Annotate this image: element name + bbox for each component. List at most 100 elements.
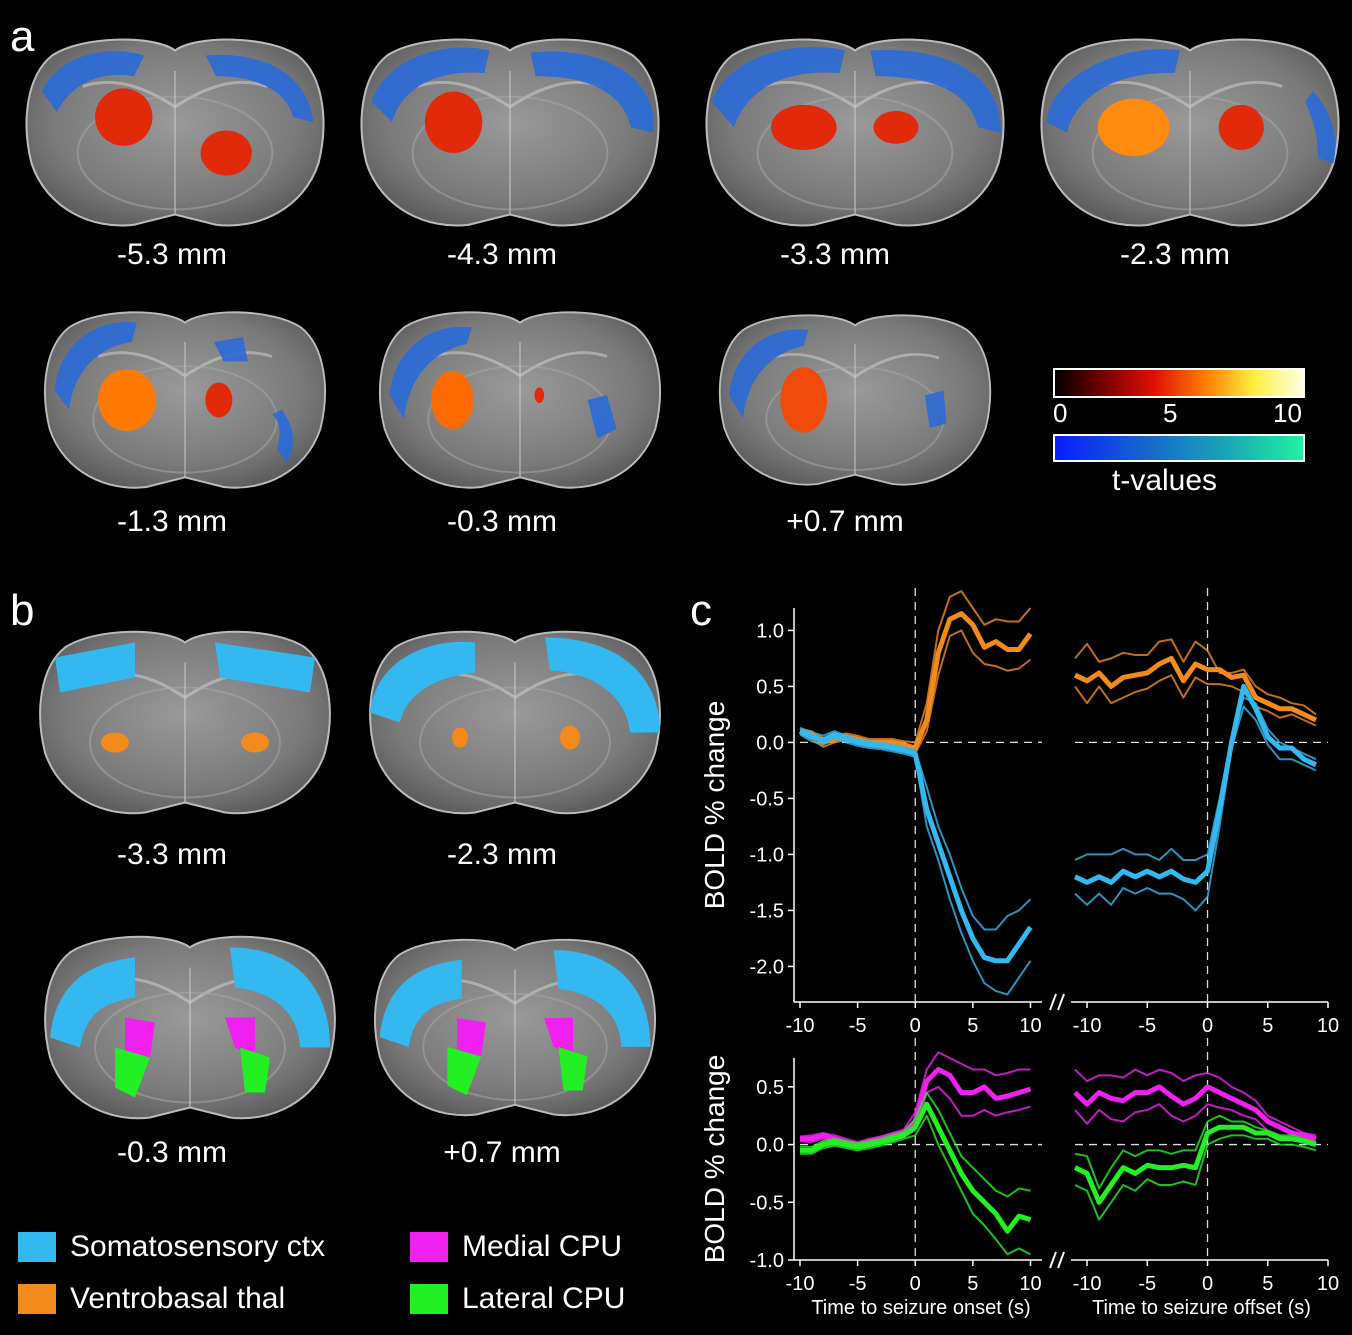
series-0-onset-upper [799,1051,1031,1144]
slice-a-plus-0-7 [715,300,995,500]
y-tick-label: -0.5 [750,788,784,810]
slice-a-minus-3-3 [700,30,1010,235]
y-tick-label: 0.0 [756,732,784,754]
y-axis-label: BOLD % change [699,701,730,910]
series-1-offset-mean [1073,1124,1317,1205]
slice-label-b3: -0.3 mm [116,1136,227,1169]
x-tick-label: 0 [1202,1015,1213,1037]
legend-swatch-ventrobasal [18,1284,56,1314]
legend-somatosensory: Somatosensory ctx [18,1230,325,1264]
series-1-offset-lower [1074,1134,1317,1221]
x-tick-label: -5 [1138,1015,1156,1037]
colorbar-hot [1053,368,1305,398]
x-tick-label: 10 [1019,1273,1041,1295]
slice-label-a5: -1.3 mm [116,505,227,538]
axis-break [1057,1251,1065,1269]
y-tick-label: 1.0 [756,620,784,642]
legend-label-lateral-cpu: Lateral CPU [462,1282,626,1315]
series-0-offset-upper [1074,1068,1317,1137]
x-axis-label-onset: Time to seizure onset (s) [811,1297,1030,1319]
slice-a-minus-5-3 [20,30,330,235]
x-tick-label: -5 [849,1273,867,1295]
y-tick-label: -2.0 [750,956,784,978]
y-tick-label: -1.5 [750,900,784,922]
legend-label-somatosensory: Somatosensory ctx [70,1230,326,1263]
series-0-offset-mean [1073,655,1318,723]
colorbar-tick-10: 10 [1273,398,1302,428]
slice-label-a4: -2.3 mm [1119,238,1230,271]
panel-label-a: a [10,12,35,61]
slice-a-minus-1-3 [40,300,330,500]
slice-label-a3: -3.3 mm [779,238,890,271]
x-axis-label-offset: Time to seizure offset (s) [1092,1297,1311,1319]
y-tick-label: 0.5 [756,676,784,698]
x-tick-label: 5 [967,1273,978,1295]
x-tick-label: -10 [1073,1015,1102,1037]
slice-a-minus-4-3 [355,30,665,235]
legend-swatch-medial-cpu [410,1232,448,1262]
series-1-offset-upper [1074,696,1317,861]
legend-ventrobasal: Ventrobasal thal [18,1282,285,1316]
x-tick-label: -10 [786,1015,815,1037]
slice-label-b2: -2.3 mm [446,838,557,871]
slice-label-b4: +0.7 mm [443,1136,561,1169]
legend-lateral-cpu: Lateral CPU [410,1282,625,1316]
series-1-onset-upper [799,726,1032,931]
series-1-onset-mean [800,1101,1032,1234]
slice-a-minus-0-3 [375,300,665,500]
series-1-onset-upper [800,1091,1031,1198]
y-axis-label: BOLD % change [699,1055,730,1264]
slice-b-plus-0-7 [370,920,660,1135]
plot-c-top: 1.0 0.5 0.0 -0.5 -1.0 -1.5 -2.0 -10 -5 0 5 10 -10 -5 0… [699,588,1339,1037]
x-tick-label: 5 [1262,1015,1273,1037]
series-0-offset-mean [1073,1084,1317,1142]
slice-b-minus-3-3 [35,615,335,830]
series-0-offset-lower [1074,674,1317,727]
x-tick-label: 10 [1019,1015,1041,1037]
series-0-offset-upper [1074,638,1317,716]
legend-label-ventrobasal: Ventrobasal thal [70,1282,286,1315]
x-tick-label: 5 [967,1015,978,1037]
slice-label-b1: -3.3 mm [116,838,227,871]
y-tick-label: -1.0 [750,844,784,866]
x-tick-label: -10 [786,1273,815,1295]
x-tick-label: -5 [1138,1273,1156,1295]
series-1-onset-mean [798,728,1033,964]
colorbar-label: t-values [1112,464,1218,497]
slice-label-a7: +0.7 mm [786,505,904,538]
slice-label-a1: -5.3 mm [116,238,227,271]
y-tick-label: -1.0 [750,1250,784,1272]
series-1-offset-mean [1073,683,1318,885]
series-1-onset-lower [800,1114,1031,1256]
slice-a-minus-2-3 [1035,30,1345,235]
colorbar-tick-5: 5 [1163,398,1178,428]
legend-medial-cpu: Medial CPU [410,1230,622,1264]
x-tick-label: 10 [1317,1273,1339,1295]
legend-label-medial-cpu: Medial CPU [462,1230,623,1263]
colorbar-tick-0: 0 [1053,398,1068,428]
x-tick-label: -10 [1073,1273,1102,1295]
panel-label-b: b [10,586,35,635]
axis-break [1057,993,1065,1011]
y-tick-label: 0.0 [756,1135,784,1157]
x-tick-label: 0 [910,1273,921,1295]
axis-break [1049,993,1057,1011]
series-1-offset-upper [1074,1114,1317,1190]
x-tick-label: 0 [910,1015,921,1037]
x-tick-label: 5 [1262,1273,1273,1295]
y-tick-label: 0.5 [756,1077,784,1099]
colorbar-cool [1053,434,1305,462]
legend-swatch-lateral-cpu [410,1284,448,1314]
x-tick-label: 10 [1317,1015,1339,1037]
y-tick-label: -0.5 [750,1192,784,1214]
panel-label-c: c [690,586,712,635]
axis-break [1049,1251,1057,1269]
slice-label-a2: -4.3 mm [446,238,557,271]
series-1-offset-lower [1074,705,1317,912]
slice-label-a6: -0.3 mm [446,505,557,538]
slice-b-minus-2-3 [365,615,665,830]
panel-c-chart: 1.0 0.5 0.0 -0.5 -1.0 -1.5 -2.0 -10 -5 0 5 10 -10 -5 0… [699,588,1339,1319]
x-tick-label: -5 [849,1015,867,1037]
slice-b-minus-0-3 [40,920,340,1135]
